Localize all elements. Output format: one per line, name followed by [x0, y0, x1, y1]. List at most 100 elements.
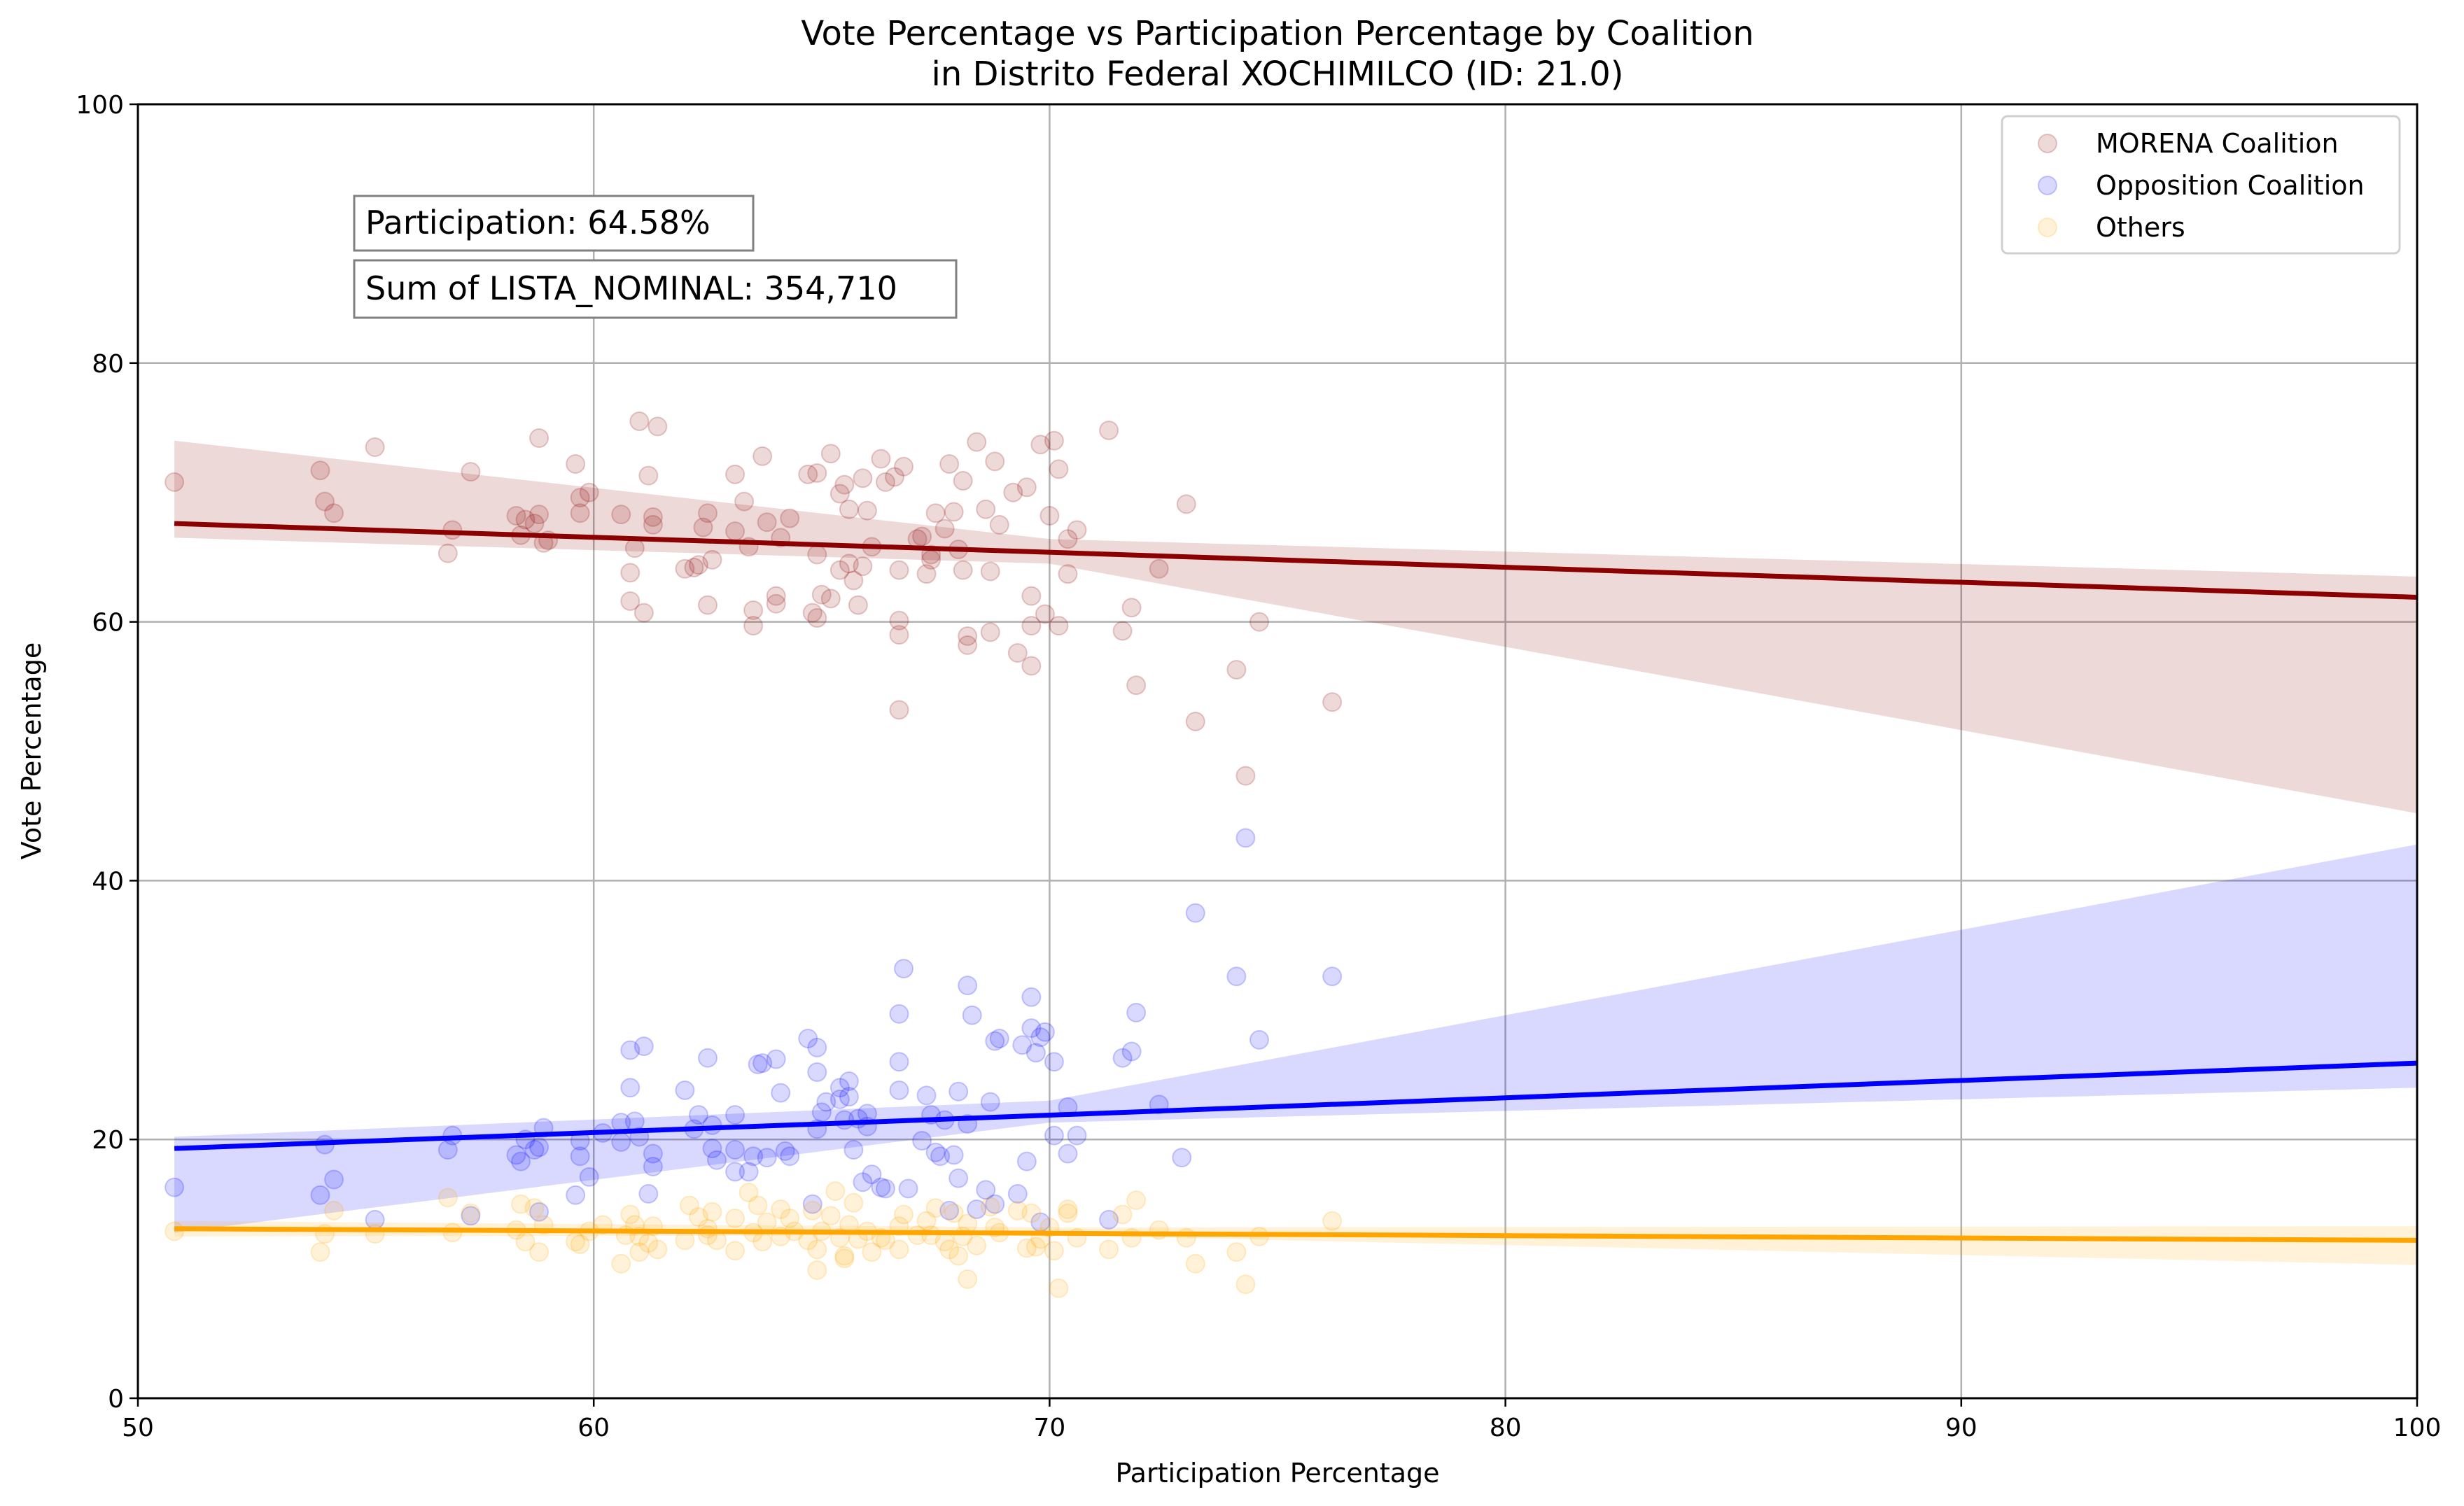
point-opposition-coalition — [675, 1080, 695, 1100]
point-others — [757, 1212, 777, 1232]
point-opposition-coalition — [638, 1183, 659, 1204]
point-opposition-coalition — [511, 1151, 531, 1171]
plot-frame — [136, 103, 2418, 1400]
point-others — [834, 1248, 855, 1269]
point-others — [725, 1208, 746, 1228]
point-opposition-coalition — [930, 1146, 951, 1167]
point-morena-coalition — [1021, 656, 1042, 676]
point-morena-coalition — [1040, 505, 1060, 526]
point-morena-coalition — [953, 471, 973, 491]
point-morena-coalition — [566, 454, 586, 474]
point-morena-coalition — [1176, 494, 1196, 514]
point-morena-coalition — [802, 603, 822, 623]
point-others — [1126, 1190, 1147, 1211]
point-others — [438, 1188, 458, 1208]
point-opposition-coalition — [748, 1054, 768, 1074]
point-others — [894, 1204, 914, 1225]
point-opposition-coalition — [529, 1137, 550, 1157]
participation-annotation: Participation: 64.58% — [353, 195, 755, 252]
x-axis-label: Participation Percentage — [1115, 1458, 1439, 1489]
point-morena-coalition — [638, 465, 659, 486]
point-others — [825, 1181, 846, 1202]
point-opposition-coalition — [1012, 1035, 1032, 1055]
point-opposition-coalition — [1035, 1022, 1055, 1042]
point-opposition-coalition — [1016, 1151, 1037, 1171]
point-morena-coalition — [752, 446, 773, 466]
point-others — [1058, 1199, 1078, 1220]
legend-label-morena: MORENA Coalition — [2096, 128, 2339, 159]
chart-title-line-1: Vote Percentage vs Participation Percent… — [801, 14, 1754, 53]
point-morena-coalition — [1058, 564, 1078, 584]
point-opposition-coalition — [611, 1132, 631, 1152]
point-morena-coalition — [1121, 598, 1142, 618]
point-opposition-coalition — [830, 1078, 850, 1098]
point-opposition-coalition — [524, 1139, 545, 1160]
point-morena-coalition — [164, 472, 185, 492]
point-others — [629, 1242, 650, 1262]
point-opposition-coalition — [889, 1004, 909, 1024]
point-opposition-coalition — [925, 1142, 946, 1162]
point-morena-coalition — [844, 570, 864, 591]
point-morena-coalition — [734, 491, 755, 512]
y-tick-label: 100 — [76, 91, 124, 120]
point-opposition-coalition — [1322, 966, 1343, 987]
point-opposition-coalition — [944, 1145, 964, 1165]
point-others — [638, 1233, 659, 1253]
point-opposition-coalition — [725, 1105, 746, 1125]
point-opposition-coalition — [830, 1089, 850, 1109]
point-morena-coalition — [839, 554, 859, 574]
point-opposition-coalition — [871, 1177, 891, 1197]
legend-label-opposition: Opposition Coalition — [2096, 170, 2365, 201]
point-opposition-coalition — [811, 1102, 832, 1123]
point-morena-coalition — [442, 520, 463, 540]
point-morena-coalition — [1003, 482, 1023, 502]
point-morena-coalition — [698, 503, 718, 523]
point-opposition-coalition — [976, 1180, 996, 1200]
point-morena-coalition — [798, 464, 818, 484]
point-morena-coalition — [916, 564, 937, 584]
point-opposition-coalition — [1236, 828, 1256, 848]
point-morena-coalition — [967, 432, 987, 452]
y-tick-label: 40 — [92, 867, 124, 896]
point-opposition-coalition — [798, 1028, 818, 1048]
point-morena-coalition — [1049, 616, 1069, 636]
point-morena-coalition — [461, 462, 481, 482]
legend-box — [2001, 115, 2401, 255]
point-morena-coalition — [989, 514, 1009, 535]
point-others — [958, 1269, 978, 1289]
point-opposition-coalition — [807, 1062, 827, 1083]
point-morena-coalition — [848, 595, 868, 615]
point-morena-coalition — [889, 700, 909, 720]
point-others — [916, 1211, 937, 1231]
point-morena-coalition — [611, 505, 631, 525]
point-others — [1044, 1241, 1064, 1261]
point-others — [889, 1239, 909, 1260]
point-opposition-coalition — [958, 976, 978, 996]
point-opposition-coalition — [620, 1040, 640, 1060]
point-opposition-coalition — [853, 1172, 873, 1192]
point-morena-coalition — [939, 454, 960, 474]
point-morena-coalition — [648, 416, 668, 437]
point-opposition-coalition — [807, 1037, 827, 1057]
point-opposition-coalition — [1099, 1209, 1119, 1230]
point-morena-coalition — [871, 449, 891, 469]
point-morena-coalition — [853, 556, 873, 577]
point-morena-coalition — [875, 472, 895, 492]
x-tick-label: 50 — [122, 1414, 154, 1442]
point-opposition-coalition — [839, 1071, 859, 1091]
point-opposition-coalition — [816, 1092, 836, 1112]
legend-marker-morena — [2038, 134, 2057, 153]
point-opposition-coalition — [766, 1049, 786, 1069]
point-morena-coalition — [365, 437, 385, 457]
point-opposition-coalition — [1172, 1148, 1192, 1168]
point-others — [807, 1239, 827, 1260]
point-morena-coalition — [524, 514, 545, 534]
point-opposition-coalition — [1126, 1002, 1147, 1022]
point-opposition-coalition — [985, 1031, 1005, 1051]
point-morena-coalition — [570, 503, 590, 523]
point-morena-coalition — [693, 517, 713, 537]
point-morena-coalition — [980, 561, 1000, 582]
point-morena-coalition — [857, 500, 877, 521]
point-morena-coalition — [643, 507, 663, 527]
point-morena-coalition — [830, 484, 850, 504]
